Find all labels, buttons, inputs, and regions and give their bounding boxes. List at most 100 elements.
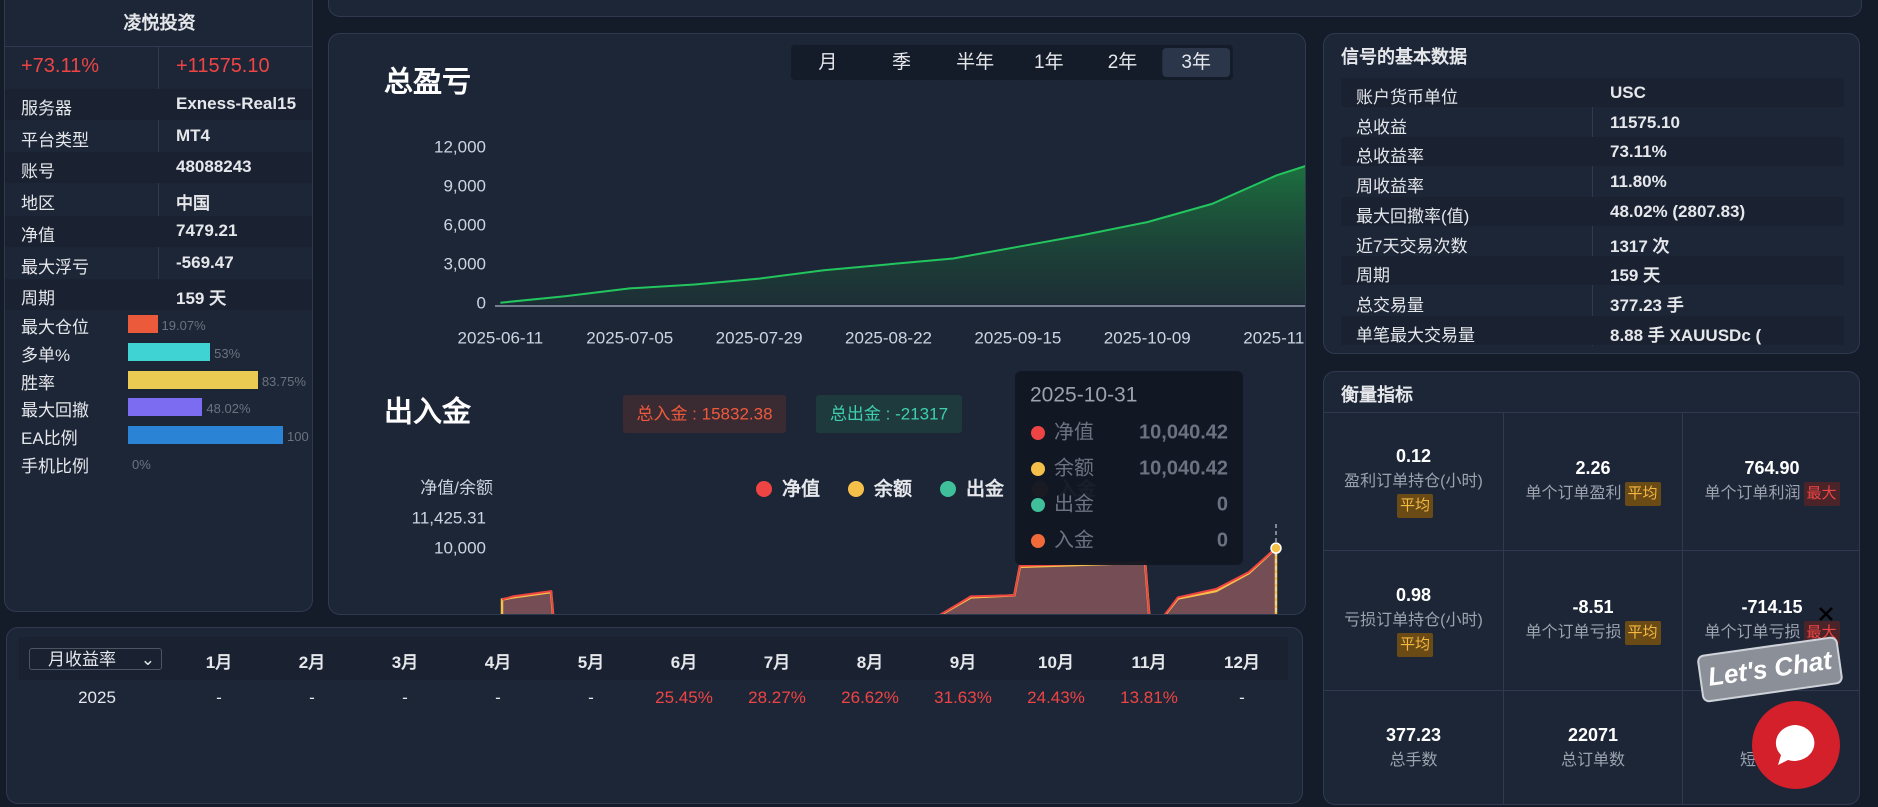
period-tabs [791,45,1233,80]
chat-widget[interactable]: Let's Chat [1660,595,1878,807]
line [501,547,1277,614]
period-tab[interactable]: 半年 [956,51,994,73]
metric-value: 2.26 [1575,457,1611,478]
return-pct: +73.11% [21,55,100,77]
row-value: MT4 [176,125,210,145]
row-label: 周收益率 [1356,177,1424,197]
row-bg [1341,196,1844,226]
metric-label: 亏损订单持仓(小时) [1344,611,1483,629]
bar [128,426,283,445]
row-bg [5,152,312,184]
tooltip-dot [1031,498,1045,512]
tooltip-dot [1031,534,1045,548]
bar [128,315,158,333]
metric-tag: 最大 [1803,481,1840,506]
bar-value-label: 0% [132,457,151,472]
metric-value: 0.98 [1395,584,1432,605]
tooltip-label: 净值 [1054,420,1094,443]
column-header: 5月 [577,653,605,672]
bar-label: 最大仓位 [21,318,89,337]
column-header: 7月 [763,653,791,672]
select[interactable]: 月收益率 ⌄ [29,648,162,670]
metric-tag: 平均 [1624,481,1661,506]
row-value: 159 天 [176,289,227,309]
legend-dot [756,481,772,497]
charts: 总盈亏 出入金 净值/余额 月 季 半年 1年 2年 3年 0 3,000 6,000 9,000… [384,45,1305,614]
row-label: 最大回撤率(值) [1356,206,1470,226]
period-tab[interactable]: 1年 [1034,51,1064,73]
column-header: 1月 [205,653,233,672]
row-value: 377.23 手 [1610,295,1684,315]
bar-label: 最大回撤 [21,401,89,421]
table-cell: 28.27% [748,688,806,707]
row-value: -569.47 [176,252,234,272]
period-tab[interactable]: 2年 [1108,51,1138,73]
row-value: 1317 次 [1610,236,1670,256]
bar [128,342,211,361]
column-header: 2月 [298,653,326,672]
y-tick-label: 3,000 [443,254,486,273]
x-tick-label: 2025-07-29 [716,328,803,347]
metric-line: 总手数 [1385,749,1441,773]
row-label: 总收益 [1356,117,1407,137]
row-label: 平台类型 [21,130,89,150]
row-label: 单笔最大交易量 [1356,325,1475,345]
row-value: 7479.21 [176,220,238,240]
bar [128,398,203,417]
row-value: 48088243 [176,157,252,177]
row-label: 近7天交易次数 [1356,236,1468,256]
row-value: USC [1610,83,1646,102]
metric-tag: 平均 [1624,620,1661,645]
x-tick-label: 2025-07-05 [586,328,673,347]
period-tab[interactable]: 3年 [1181,51,1211,73]
bubble [1697,636,1843,703]
x-tick-label: 2025-10-09 [1104,328,1191,347]
x-tick-label: 2025-08-22 [845,328,932,347]
column-header: 8月 [856,653,884,672]
metric-cell: 764.90 单个订单利润 最大 [1682,412,1859,550]
table-cell: - [1239,688,1245,707]
y-tick-label: 6,000 [443,215,486,234]
metric-line: 单个订单亏损 平均 [1521,620,1664,645]
divider [5,46,312,47]
area-fill [500,166,1305,304]
close-icon[interactable] [1819,607,1833,621]
y-tick-label: 11,425.31 [412,508,486,527]
table-cell: 26.62% [841,688,899,707]
bar-value-label: 48.02% [206,401,251,417]
chart-title: 总盈亏 [384,66,471,99]
period-tab[interactable]: 月 [818,52,837,73]
table-cell: 31.63% [934,688,992,707]
signal-panel: 信号的基本数据 ⌃ 账户货币单位USC总收益11575.10总收益率73.11%… [1323,33,1860,354]
metric-value: -8.51 [1572,596,1614,617]
y-tick-label: 0 [477,293,486,312]
table-cell: - [495,688,501,707]
badge-text: 总入金 : 15832.38 [636,404,772,423]
bar-value-label: 19.07% [161,318,206,333]
y-axis-label: 净值/余额 [420,478,493,497]
metric-tag: 平均 [1396,493,1433,518]
top-strip [328,0,1862,17]
x-tick-label: 2025-09-15 [974,328,1061,347]
column-header: 4月 [484,653,512,672]
row-bg [1341,137,1844,167]
period-tab[interactable]: 季 [892,51,911,73]
chat-icon [1775,724,1815,765]
badge-text: 总出金 : -21317 [830,404,948,423]
panel-title: 衡量指标 [1341,385,1413,405]
chat-bubble[interactable]: Let's Chat [1697,636,1843,703]
row-label: 账号 [21,162,55,182]
row-label: 地区 [21,194,55,214]
row-value: 73.11% [1610,142,1667,162]
table-cell: - [402,688,408,707]
bar-value-label: 83.75% [261,373,306,389]
legend-dot [940,481,956,497]
row-bg [1341,315,1844,345]
bar-label: 手机比例 [21,457,89,476]
row-label: 账户货币单位 [1356,88,1458,107]
chart-title: 出入金 [384,395,472,429]
row-bg [5,89,312,120]
metric-value: 0.12 [1395,445,1432,466]
tooltip [1015,371,1243,565]
legend-label: 净值 [782,477,820,500]
